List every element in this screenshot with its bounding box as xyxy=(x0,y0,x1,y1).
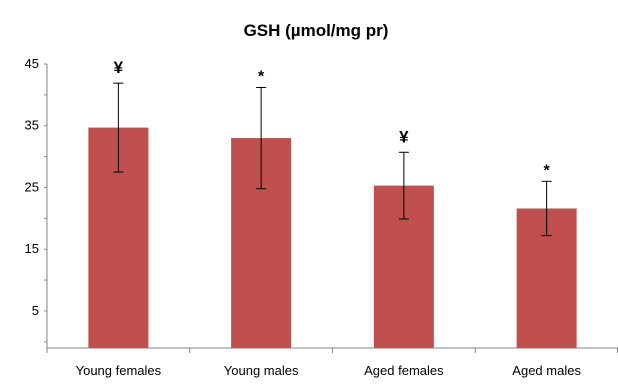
y-tick-label: 15 xyxy=(25,241,39,256)
y-tick-label: 35 xyxy=(25,118,39,133)
y-tick-label: 5 xyxy=(32,303,39,318)
significance-mark: * xyxy=(258,68,265,85)
x-tick-label: Young males xyxy=(224,363,299,378)
significance-mark: * xyxy=(544,162,551,179)
x-axis: Young females Young males Aged females Aged… xyxy=(46,347,618,378)
significance-marks: ¥ * ¥ * xyxy=(114,58,551,179)
x-tick-label: Aged females xyxy=(364,363,444,378)
bars xyxy=(88,127,577,348)
x-tick-label: Young females xyxy=(76,363,162,378)
error-bars xyxy=(113,82,552,237)
y-tick-label: 25 xyxy=(25,179,39,194)
y-tick-label: 45 xyxy=(25,56,39,71)
x-tick-label: Aged males xyxy=(512,363,581,378)
chart-title: GSH (µmol/mg pr) xyxy=(244,21,389,40)
y-axis: 5 15 25 35 45 xyxy=(25,56,48,348)
significance-mark: ¥ xyxy=(114,58,124,77)
significance-mark: ¥ xyxy=(399,127,409,146)
